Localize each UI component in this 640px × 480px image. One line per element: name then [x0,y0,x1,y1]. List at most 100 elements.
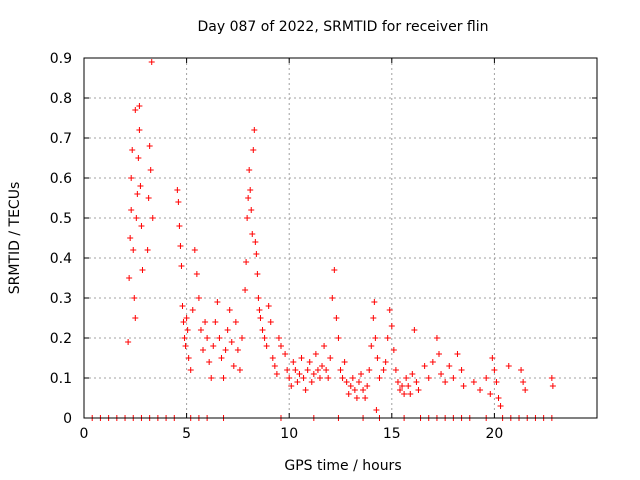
data-point [333,315,340,321]
data-point [310,371,317,377]
data-point [242,287,249,293]
data-point [373,407,380,413]
data-point [483,375,490,381]
data-point [243,259,250,265]
data-point [128,175,135,181]
data-point [236,367,243,373]
data-point [214,299,221,305]
data-point [401,391,408,397]
data-point [368,343,375,349]
data-point [234,347,241,353]
y-tick-label: 0.9 [50,51,72,67]
data-point [415,387,422,393]
data-point [327,355,334,361]
data-point [184,327,191,333]
data-point [421,363,428,369]
data-point [296,371,303,377]
data-point [271,363,278,369]
data-point [180,319,187,325]
data-point [413,379,420,385]
data-point [239,335,246,341]
data-point [294,379,301,385]
data-point [135,155,142,161]
data-point [245,195,252,201]
data-point [228,339,235,345]
y-tick-label: 0.3 [50,291,72,307]
data-point [131,295,138,301]
data-point [132,315,139,321]
data-point [312,351,319,357]
data-point [224,327,231,333]
data-point [244,215,251,221]
data-point [259,327,266,333]
data-point [343,379,350,385]
data-point [353,395,360,401]
data-point [146,143,153,149]
data-point [181,335,188,341]
data-point [251,127,258,133]
data-point [126,275,133,281]
y-tick-label: 0.7 [50,131,72,147]
data-point [341,359,348,365]
data-point [290,359,297,365]
data-point [246,167,253,173]
y-tick-label: 0.8 [50,91,72,107]
data-point [286,375,293,381]
data-point [208,375,215,381]
data-point [282,351,289,357]
data-point [495,395,502,401]
data-point [133,215,140,221]
data-point [149,215,156,221]
data-point [487,391,494,397]
data-point [548,375,555,381]
data-point [360,387,367,393]
data-point [261,335,268,341]
data-point [252,239,259,245]
data-point [358,371,365,377]
data-point [129,147,136,153]
data-point [349,375,356,381]
data-point [460,383,467,389]
data-point [458,367,465,373]
data-point [450,375,457,381]
y-axis-ticks: 0 0.1 0.2 0.3 0.4 0.5 0.6 0.7 0.8 0.9 [50,51,597,427]
data-point [292,367,299,373]
data-point [335,335,342,341]
data-point [254,271,261,277]
data-point [187,367,194,373]
data-point [372,335,379,341]
data-point [325,375,332,381]
x-axis-label: GPS time / hours [284,458,401,474]
data-point [182,343,189,349]
y-axis-label: SRMTID / TECUs [7,182,23,295]
data-point [174,187,181,193]
y-tick-label: 0.6 [50,171,72,187]
data-point [136,127,143,133]
data-point [185,355,192,361]
data-point [176,223,183,229]
data-point [216,335,223,341]
y-tick-label: 0.4 [50,251,72,267]
data-point [390,347,397,353]
data-point [257,315,264,321]
data-point [388,323,395,329]
data-point [267,319,274,325]
chart-title: Day 087 of 2022, SRMTID for receiver fli… [198,19,489,35]
grid-lines [84,58,597,418]
data-point [366,367,373,373]
x-tick-label: 20 [485,426,503,442]
data-point [489,355,496,361]
data-point [255,295,262,301]
data-point [323,367,330,373]
data-point [275,335,282,341]
data-point [226,307,233,313]
data-point [382,359,389,365]
x-tick-label: 0 [80,426,89,442]
x-tick-label: 5 [182,426,191,442]
x-axis-ticks: 0 5 10 15 20 [80,58,503,442]
data-point [411,327,418,333]
data-point [347,383,354,389]
data-point [429,359,436,365]
data-point [202,319,209,325]
data-point [273,371,280,377]
